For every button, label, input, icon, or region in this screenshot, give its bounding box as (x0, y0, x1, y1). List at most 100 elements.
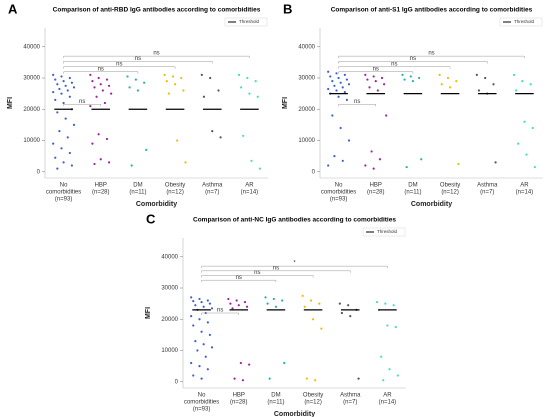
data-point (409, 75, 412, 78)
y-axis-label: MFI (145, 307, 152, 319)
data-point (176, 139, 179, 142)
data-point (89, 105, 92, 108)
data-point (394, 325, 397, 329)
data-point (341, 86, 344, 89)
data-point (411, 80, 415, 83)
data-point (192, 300, 195, 303)
data-point (143, 81, 146, 84)
data-point (283, 361, 286, 365)
data-point (339, 126, 342, 130)
x-tick-label: HBP (370, 183, 382, 189)
y-tick-label: 20000 (298, 107, 315, 113)
data-point (418, 76, 421, 80)
data-point (311, 318, 315, 321)
chart-title: Comparison of anti-NC IgG antibodies acc… (193, 217, 396, 224)
data-point (91, 142, 94, 145)
data-point (492, 83, 495, 86)
data-point (309, 299, 313, 302)
data-point (54, 98, 57, 101)
data-point (242, 134, 245, 137)
data-point (227, 297, 230, 301)
data-point (62, 161, 65, 164)
data-point (378, 158, 382, 161)
data-point (56, 167, 59, 170)
data-point (237, 304, 240, 307)
data-point (56, 111, 59, 114)
data-point (382, 379, 385, 382)
data-point (529, 83, 532, 86)
data-point (517, 142, 520, 145)
data-point (531, 126, 534, 130)
data-point (52, 73, 55, 76)
data-point (446, 76, 450, 80)
data-point (198, 318, 201, 321)
data-point (192, 374, 195, 377)
data-point (357, 377, 360, 380)
data-point (128, 86, 131, 89)
x-tick-label: (n=12) (304, 400, 322, 406)
significance-bracket (63, 104, 101, 107)
x-tick-label: AR (520, 183, 529, 189)
data-point (335, 89, 338, 92)
x-tick-label: (n=28) (230, 400, 248, 406)
data-point (239, 86, 243, 89)
data-point (405, 165, 408, 169)
data-point (171, 75, 175, 78)
data-point (370, 150, 373, 153)
x-tick-label: Obesity (303, 393, 323, 399)
data-point (54, 156, 57, 159)
data-point (200, 330, 203, 333)
significance-bracket (201, 279, 277, 283)
y-tick-label: 20000 (23, 107, 40, 113)
data-point (335, 72, 338, 75)
significance-bracket (63, 55, 250, 59)
data-point (206, 299, 209, 302)
data-point (190, 361, 193, 365)
data-point (347, 139, 351, 142)
data-point (392, 304, 395, 307)
panel-letter: C (146, 211, 156, 226)
data-point (62, 101, 65, 105)
y-tick-label: 0 (312, 169, 316, 175)
x-tick-label: DM (271, 393, 280, 399)
chart-title: Comparison of anti-RBD IgG antibodies ac… (53, 7, 261, 14)
data-point (380, 76, 384, 80)
y-axis-label: MFI (282, 97, 289, 109)
data-point (349, 315, 352, 318)
significance-label: ns (254, 270, 260, 276)
data-point (134, 78, 137, 81)
data-point (56, 83, 59, 86)
data-point (204, 355, 207, 358)
data-point (163, 73, 166, 76)
data-point (343, 73, 346, 76)
data-point (101, 89, 104, 92)
data-point (272, 297, 275, 301)
data-point (54, 78, 57, 81)
data-point (246, 76, 249, 80)
data-point (494, 161, 497, 164)
data-point (208, 302, 212, 305)
data-point (97, 76, 100, 80)
data-point (274, 305, 278, 308)
x-tick-label: No (198, 393, 206, 399)
data-point (375, 300, 379, 304)
x-tick-label: Asthma (202, 183, 223, 189)
x-tick-label: (n=28) (92, 190, 110, 196)
data-point (333, 155, 336, 158)
data-point (99, 83, 102, 86)
x-axis-label: Comorbidity (411, 201, 452, 208)
data-point (448, 86, 452, 89)
data-point (110, 92, 113, 95)
data-point (198, 365, 201, 368)
data-point (475, 73, 478, 76)
data-point (268, 377, 271, 380)
significance-bracket (63, 66, 176, 69)
data-point (167, 92, 170, 95)
significance-bracket (338, 66, 451, 69)
significance-bracket (338, 55, 525, 59)
data-point (184, 161, 187, 164)
data-point (202, 95, 206, 98)
data-point (229, 302, 232, 305)
data-point (281, 299, 284, 302)
x-tick-label: (n=12) (166, 190, 184, 196)
